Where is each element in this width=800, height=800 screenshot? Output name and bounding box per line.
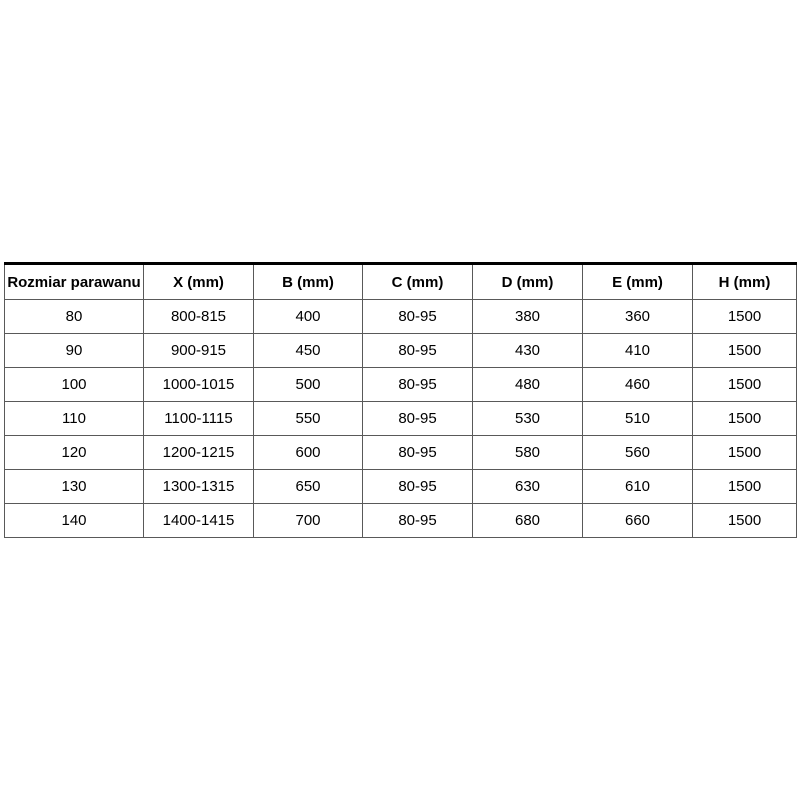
table-cell: 110 xyxy=(4,401,144,436)
table-cell: 510 xyxy=(582,401,693,436)
table-cell: 1500 xyxy=(692,333,797,368)
table-row: 100 1000-1015 500 80-95 480 460 1500 xyxy=(4,367,797,402)
table-cell: 80-95 xyxy=(362,401,473,436)
table-cell: 90 xyxy=(4,333,144,368)
table-cell: 1500 xyxy=(692,367,797,402)
table-cell: 80-95 xyxy=(362,435,473,470)
table-cell: 700 xyxy=(253,503,363,538)
table-cell: 1000-1015 xyxy=(143,367,254,402)
table-cell: 500 xyxy=(253,367,363,402)
table-row: 90 900-915 450 80-95 430 410 1500 xyxy=(4,333,797,368)
table-cell: 1500 xyxy=(692,401,797,436)
size-spec-table: Rozmiar parawanu X (mm) B (mm) C (mm) D (mm)… xyxy=(4,262,797,538)
table-cell: 80-95 xyxy=(362,367,473,402)
table-cell: 360 xyxy=(582,299,693,334)
table-cell: 130 xyxy=(4,469,144,504)
table-cell: 140 xyxy=(4,503,144,538)
table-cell: 80-95 xyxy=(362,469,473,504)
table-cell: 610 xyxy=(582,469,693,504)
table-cell: 1100-1115 xyxy=(143,401,254,436)
table-cell: 530 xyxy=(472,401,583,436)
table-cell: 80-95 xyxy=(362,503,473,538)
column-header: H (mm) xyxy=(692,262,797,300)
table-cell: 1300-1315 xyxy=(143,469,254,504)
table-row: 130 1300-1315 650 80-95 630 610 1500 xyxy=(4,469,797,504)
table-cell: 600 xyxy=(253,435,363,470)
column-header: Rozmiar parawanu xyxy=(4,262,144,300)
table-cell: 410 xyxy=(582,333,693,368)
table-row: 140 1400-1415 700 80-95 680 660 1500 xyxy=(4,503,797,538)
table-cell: 400 xyxy=(253,299,363,334)
table-cell: 1500 xyxy=(692,435,797,470)
table-cell: 430 xyxy=(472,333,583,368)
table-cell: 630 xyxy=(472,469,583,504)
table-cell: 660 xyxy=(582,503,693,538)
table-cell: 80-95 xyxy=(362,299,473,334)
table-cell: 1500 xyxy=(692,469,797,504)
table-cell: 900-915 xyxy=(143,333,254,368)
table-cell: 120 xyxy=(4,435,144,470)
column-header: B (mm) xyxy=(253,262,363,300)
table-cell: 450 xyxy=(253,333,363,368)
table-cell: 580 xyxy=(472,435,583,470)
table-row: 110 1100-1115 550 80-95 530 510 1500 xyxy=(4,401,797,436)
table-header: Rozmiar parawanu X (mm) B (mm) C (mm) D (mm)… xyxy=(4,262,797,300)
table-cell: 650 xyxy=(253,469,363,504)
table-row: 80 800-815 400 80-95 380 360 1500 xyxy=(4,299,797,334)
column-header: X (mm) xyxy=(143,262,254,300)
table-cell: 550 xyxy=(253,401,363,436)
table-cell: 680 xyxy=(472,503,583,538)
table-cell: 80 xyxy=(4,299,144,334)
table-cell: 380 xyxy=(472,299,583,334)
header-row: Rozmiar parawanu X (mm) B (mm) C (mm) D (mm)… xyxy=(4,262,797,300)
column-header: D (mm) xyxy=(472,262,583,300)
table-cell: 1200-1215 xyxy=(143,435,254,470)
table-cell: 1500 xyxy=(692,299,797,334)
table-cell: 1500 xyxy=(692,503,797,538)
table-cell: 100 xyxy=(4,367,144,402)
table-cell: 800-815 xyxy=(143,299,254,334)
column-header: C (mm) xyxy=(362,262,473,300)
table-cell: 460 xyxy=(582,367,693,402)
table-cell: 480 xyxy=(472,367,583,402)
column-header: E (mm) xyxy=(582,262,693,300)
table-cell: 80-95 xyxy=(362,333,473,368)
table-body: 80 800-815 400 80-95 380 360 1500 90 900-915 450 8… xyxy=(4,299,797,538)
table-cell: 560 xyxy=(582,435,693,470)
table-cell: 1400-1415 xyxy=(143,503,254,538)
table-row: 120 1200-1215 600 80-95 580 560 1500 xyxy=(4,435,797,470)
